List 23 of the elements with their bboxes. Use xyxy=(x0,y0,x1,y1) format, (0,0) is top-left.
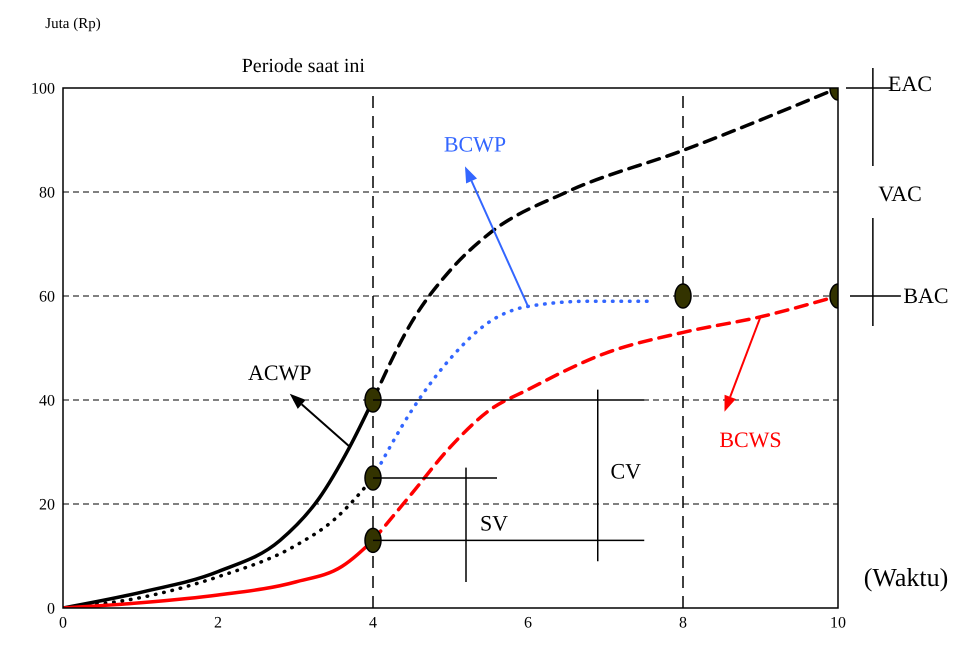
text: ACWP xyxy=(248,360,312,385)
annotation: SV xyxy=(480,510,508,536)
x-tick-label: 8 xyxy=(679,614,687,632)
annotation: BAC xyxy=(903,283,949,308)
text: VAC xyxy=(878,181,922,206)
legend-label: BCWS xyxy=(719,426,782,452)
y-tick-label: 40 xyxy=(39,392,55,410)
x-tick-label: 4 xyxy=(369,614,377,632)
y-tick-label: 100 xyxy=(31,80,55,98)
y-tick-label: 60 xyxy=(39,288,55,306)
x-tick-label: 2 xyxy=(214,614,222,632)
y-tick-label: 20 xyxy=(39,496,55,514)
ref-line-label: Periode saat ini xyxy=(242,55,366,77)
x-tick-label: 0 xyxy=(59,614,67,632)
annotation: CV xyxy=(610,458,642,484)
y-axis-title: Juta (Rp) xyxy=(45,16,101,32)
x-tick-label: 10 xyxy=(830,614,846,632)
x-axis-title: (Waktu) xyxy=(864,563,948,592)
y-tick-label: 80 xyxy=(39,184,55,202)
x-tick-label: 6 xyxy=(524,614,532,632)
y-tick-label: 0 xyxy=(47,600,55,618)
text: BCWP xyxy=(444,131,506,156)
annotation: EAC xyxy=(888,71,932,96)
